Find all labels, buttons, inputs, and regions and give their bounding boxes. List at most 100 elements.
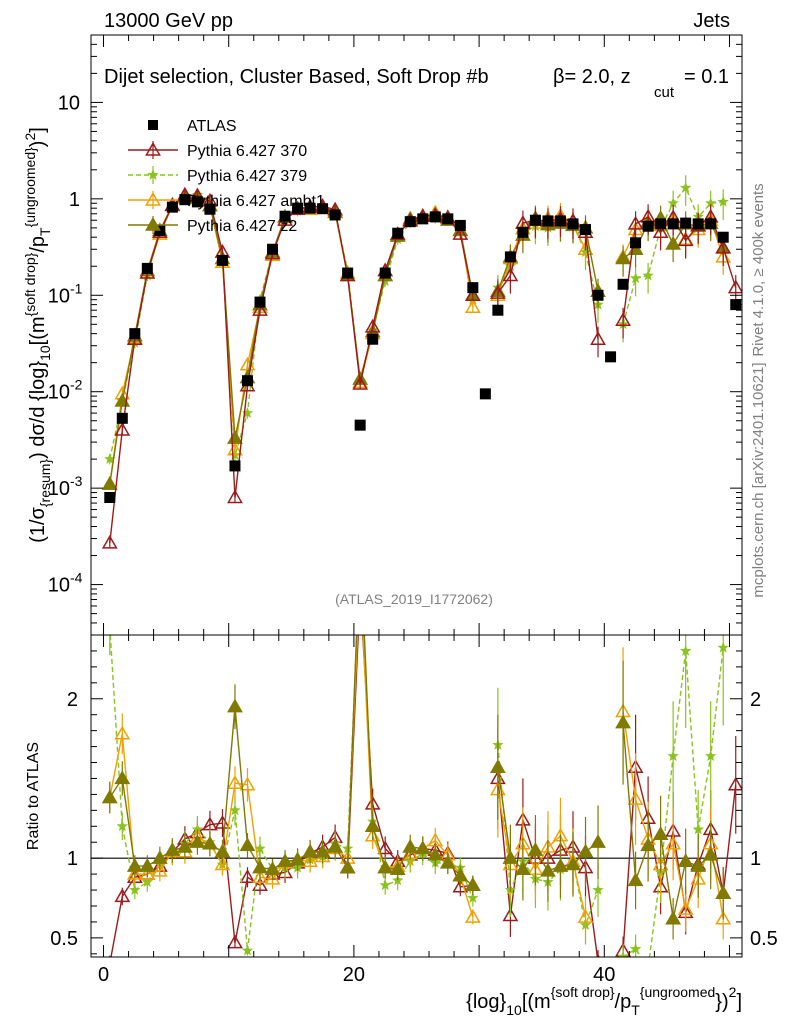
data-point xyxy=(627,872,644,887)
data-point xyxy=(452,867,469,882)
data-point xyxy=(677,232,694,247)
data-point xyxy=(179,194,191,206)
data-point xyxy=(717,195,729,207)
data-point xyxy=(715,910,732,925)
data-point xyxy=(640,837,656,852)
data-point xyxy=(392,227,404,239)
data-point xyxy=(479,388,491,400)
data-point xyxy=(705,750,717,761)
data-point xyxy=(439,854,456,869)
data-point xyxy=(642,269,654,281)
y-tick-exponent: -1 xyxy=(70,280,83,296)
legend-item-pythia-6-427-z2: Pythia 6.427 z2 xyxy=(128,216,297,235)
x-axis-title: {log}10[(m{soft drop}/pT{ungroomed})2] xyxy=(466,984,742,1018)
data-point xyxy=(342,267,354,279)
data-point xyxy=(104,621,115,632)
data-point xyxy=(629,272,642,284)
data-point xyxy=(367,333,379,345)
analysis-id: (ATLAS_2019_I1772062) xyxy=(335,591,493,607)
data-point xyxy=(101,789,118,804)
data-point xyxy=(264,870,281,885)
data-point xyxy=(429,211,441,223)
xlabel-end: ] xyxy=(736,991,742,1013)
data-point xyxy=(189,834,206,848)
data-point xyxy=(590,834,606,848)
data-point xyxy=(214,856,231,871)
data-point xyxy=(577,241,594,255)
data-point xyxy=(227,441,243,456)
data-point xyxy=(464,299,481,314)
data-point xyxy=(489,759,506,774)
ylabel-sub-t: T xyxy=(37,227,53,236)
data-point xyxy=(680,217,692,229)
data-point xyxy=(166,201,178,213)
data-point xyxy=(717,641,729,653)
data-point xyxy=(615,312,631,327)
ratio-tick-label-right: 2 xyxy=(750,689,761,711)
data-point xyxy=(277,853,293,868)
data-point xyxy=(227,698,243,713)
data-point xyxy=(302,843,318,858)
data-point xyxy=(517,226,529,238)
data-point xyxy=(304,202,316,214)
data-point xyxy=(314,843,331,858)
series-line-pythia-6-427-ambt1 xyxy=(109,196,474,485)
data-point xyxy=(527,842,544,856)
ylabel-sq: 2 xyxy=(22,133,38,141)
data-point xyxy=(529,214,541,226)
data-point xyxy=(129,884,141,895)
legend-item-pythia-6-427-ambt1: Pythia 6.427 ambt1 xyxy=(128,191,325,210)
data-point xyxy=(667,197,679,209)
data-point xyxy=(241,407,254,418)
data-point xyxy=(354,533,367,545)
legend-item-pythia-6-427-370: Pythia 6.427 370 xyxy=(128,141,307,160)
data-point xyxy=(617,951,629,957)
data-point xyxy=(377,859,394,874)
data-point xyxy=(329,209,341,221)
data-point xyxy=(404,216,416,228)
data-point xyxy=(417,213,429,225)
data-point xyxy=(114,421,131,436)
y-tick-label: 10 xyxy=(48,575,70,597)
legend: ATLAS Pythia 6.427 370 Pythia 6.427 379 Pyt… xyxy=(128,118,325,235)
data-point xyxy=(414,840,431,855)
ratio-tick-label-right: 0.5 xyxy=(750,928,778,950)
ylabel-end: ) xyxy=(27,141,49,148)
data-point xyxy=(677,853,694,868)
data-point xyxy=(126,858,143,872)
data-point xyxy=(502,267,519,282)
x-axis: 0 20 40 xyxy=(98,35,730,986)
data-point xyxy=(216,254,228,266)
data-point xyxy=(502,907,519,922)
data-point xyxy=(642,220,654,232)
data-point xyxy=(515,861,531,876)
data-point xyxy=(629,943,642,954)
data-point xyxy=(252,869,268,883)
data-point xyxy=(354,419,366,431)
legend-marker xyxy=(147,169,159,180)
data-point xyxy=(605,351,617,363)
data-point xyxy=(364,318,381,333)
data-point xyxy=(101,476,118,490)
data-point xyxy=(617,278,629,290)
data-point xyxy=(114,725,131,740)
data-point xyxy=(116,820,128,832)
data-point xyxy=(267,243,279,255)
data-point xyxy=(727,279,742,294)
data-point xyxy=(730,299,742,311)
data-point xyxy=(151,850,168,864)
ylabel-sup-sd: {soft drop} xyxy=(22,252,38,316)
y-tick-label: 10 xyxy=(48,285,70,307)
series-atlas xyxy=(104,194,742,503)
legend-item-atlas: ATLAS xyxy=(148,118,237,135)
xlabel-slash: /p xyxy=(615,991,632,1013)
selection-label: Dijet selection, Cluster Based, Soft Dro… xyxy=(104,66,489,88)
data-point xyxy=(692,218,704,230)
mcplots-label: mcplots.cern.ch [arXiv:2401.10621] xyxy=(750,362,767,597)
data-point xyxy=(279,210,291,222)
series-pythia-6-427-z2 xyxy=(101,533,732,940)
data-point xyxy=(590,331,606,345)
data-point xyxy=(239,869,256,883)
data-point xyxy=(715,885,732,899)
